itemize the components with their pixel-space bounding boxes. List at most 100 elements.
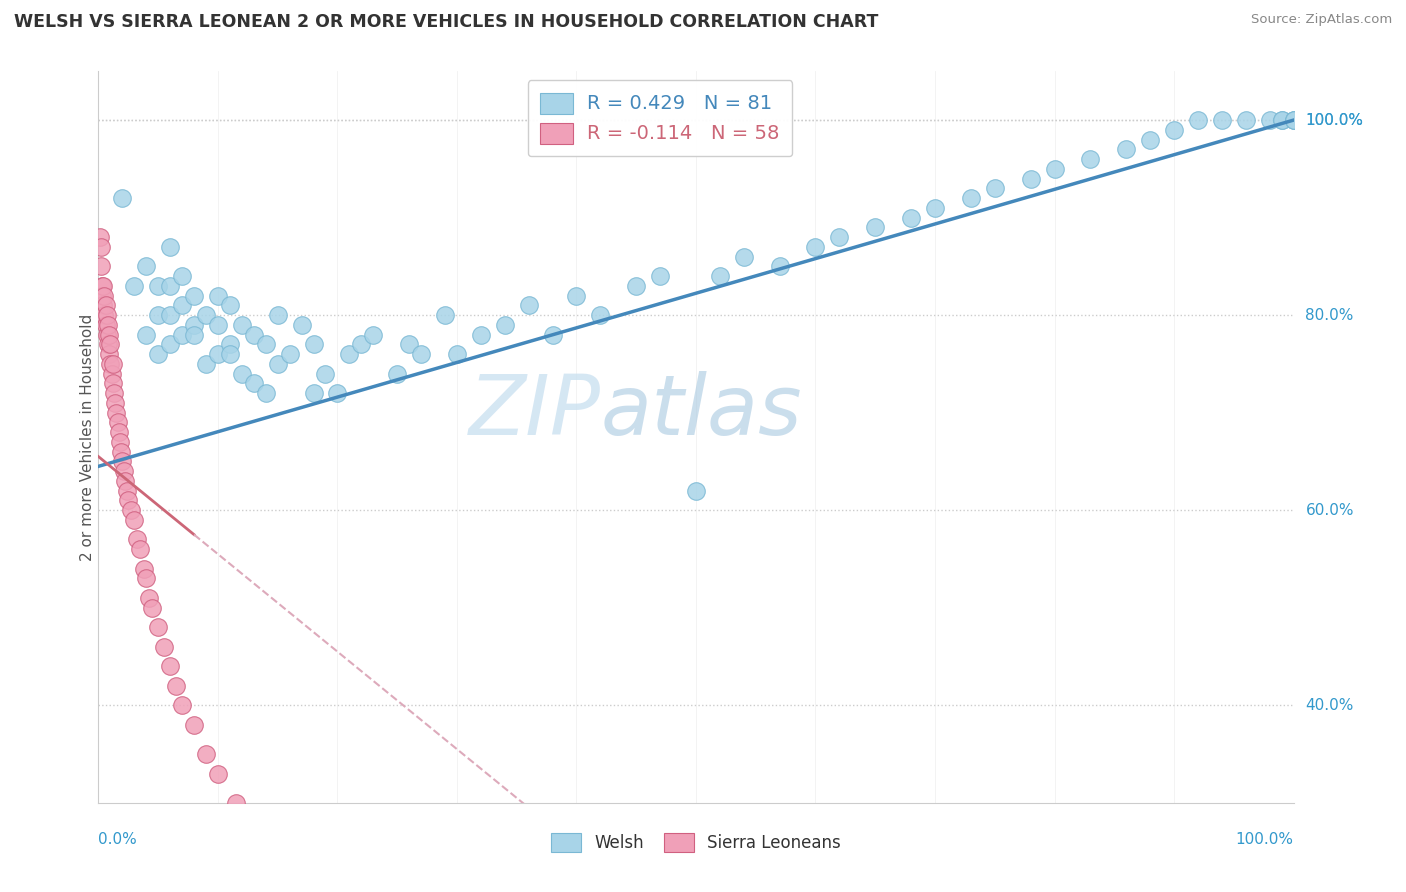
Point	[219, 347, 242, 361]
Point	[135, 572, 157, 586]
Point	[195, 747, 218, 761]
Point	[243, 327, 266, 342]
Point	[124, 279, 146, 293]
Point	[219, 337, 242, 351]
Y-axis label: 2 or more Vehicles in Household: 2 or more Vehicles in Household	[80, 313, 94, 561]
Point	[195, 357, 218, 371]
Text: 0.0%: 0.0%	[98, 832, 138, 847]
Point	[350, 337, 373, 351]
Point	[148, 620, 170, 634]
Point	[98, 357, 122, 371]
Point	[326, 386, 349, 401]
Point	[97, 337, 120, 351]
Point	[315, 367, 337, 381]
Point	[278, 873, 301, 888]
Point	[339, 347, 361, 361]
Point	[291, 318, 314, 332]
Point	[108, 434, 131, 449]
Point	[172, 298, 194, 312]
Point	[302, 337, 325, 351]
Point	[111, 191, 134, 205]
Point	[114, 474, 136, 488]
Point	[91, 279, 114, 293]
Point	[138, 591, 160, 605]
Point	[207, 288, 229, 302]
Point	[494, 318, 516, 332]
Point	[984, 181, 1007, 195]
Point	[91, 298, 114, 312]
Point	[565, 288, 588, 302]
Legend: Welsh, Sierra Leoneans: Welsh, Sierra Leoneans	[543, 824, 849, 860]
Point	[207, 766, 229, 780]
Point	[94, 318, 117, 332]
Point	[91, 279, 114, 293]
Point	[254, 337, 277, 351]
Point	[115, 483, 138, 498]
Point	[626, 279, 648, 293]
Text: 80.0%: 80.0%	[1306, 308, 1354, 323]
Point	[828, 230, 851, 244]
Text: 100.0%: 100.0%	[1306, 112, 1364, 128]
Point	[96, 308, 118, 322]
Text: 100.0%: 100.0%	[1236, 832, 1294, 847]
Point	[90, 260, 112, 274]
Point	[685, 483, 707, 498]
Point	[541, 327, 564, 342]
Point	[589, 308, 612, 322]
Point	[120, 503, 142, 517]
Point	[172, 269, 194, 284]
Point	[267, 357, 290, 371]
Point	[183, 327, 205, 342]
Point	[804, 240, 827, 254]
Point	[517, 298, 540, 312]
Point	[98, 337, 122, 351]
Point	[960, 191, 983, 205]
Text: atlas: atlas	[600, 371, 801, 452]
Point	[1019, 171, 1042, 186]
Point	[254, 386, 277, 401]
Point	[231, 318, 253, 332]
Point	[865, 220, 887, 235]
Point	[207, 347, 229, 361]
Point	[1282, 113, 1305, 128]
Point	[110, 444, 132, 458]
Point	[141, 600, 163, 615]
Point	[411, 347, 433, 361]
Point	[1282, 113, 1305, 128]
Point	[91, 288, 114, 302]
Point	[195, 308, 218, 322]
Point	[107, 425, 129, 440]
Point	[243, 825, 266, 839]
Point	[129, 542, 152, 557]
Point	[648, 269, 672, 284]
Point	[1043, 161, 1066, 176]
Point	[89, 230, 111, 244]
Point	[159, 308, 181, 322]
Point	[385, 367, 409, 381]
Point	[1271, 113, 1294, 128]
Point	[709, 269, 731, 284]
Point	[107, 416, 129, 430]
Point	[98, 347, 121, 361]
Point	[159, 337, 181, 351]
Text: WELSH VS SIERRA LEONEAN 2 OR MORE VEHICLES IN HOUSEHOLD CORRELATION CHART: WELSH VS SIERRA LEONEAN 2 OR MORE VEHICL…	[14, 13, 879, 31]
Point	[104, 396, 127, 410]
Point	[98, 327, 121, 342]
Point	[159, 240, 181, 254]
Point	[1080, 152, 1102, 166]
Point	[183, 288, 205, 302]
Point	[94, 298, 117, 312]
Point	[470, 327, 492, 342]
Point	[1234, 113, 1257, 128]
Point	[90, 240, 112, 254]
Text: Source: ZipAtlas.com: Source: ZipAtlas.com	[1251, 13, 1392, 27]
Text: 40.0%: 40.0%	[1306, 698, 1354, 713]
Point	[1258, 113, 1281, 128]
Text: 60.0%: 60.0%	[1306, 503, 1354, 517]
Point	[1115, 142, 1137, 156]
Point	[398, 337, 420, 351]
Point	[132, 562, 155, 576]
Point	[93, 308, 115, 322]
Point	[112, 464, 135, 478]
Point	[96, 327, 118, 342]
